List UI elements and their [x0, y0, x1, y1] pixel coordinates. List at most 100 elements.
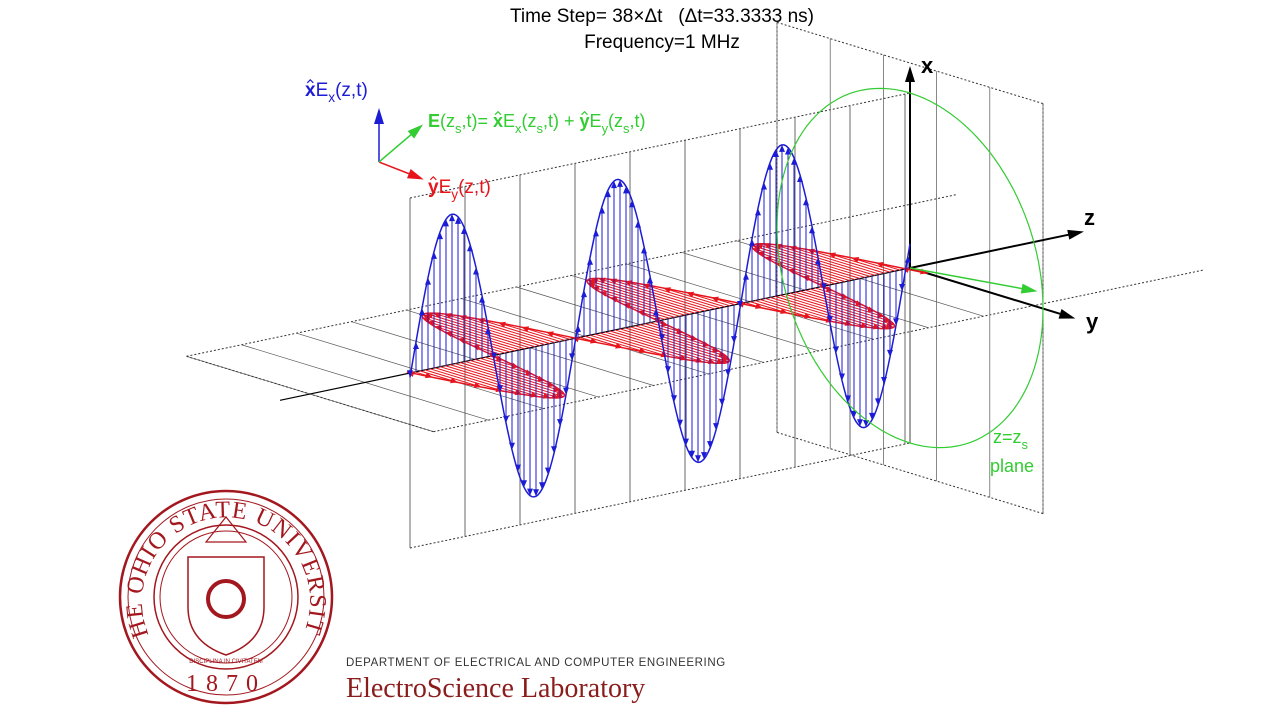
vector-head — [695, 455, 701, 463]
ey-wave-vector — [597, 277, 706, 312]
vector-head — [623, 186, 629, 194]
label-part: (z — [440, 111, 455, 131]
title-line-1: Time Step= 38×Δt (Δt=33.3333 ns) — [510, 6, 814, 27]
vector-head — [455, 216, 461, 224]
vector-head — [773, 150, 779, 158]
ey-wave-vector — [604, 331, 704, 363]
ey-wave-vector — [424, 369, 482, 388]
label-part: (z,t) — [335, 80, 368, 101]
vector-head — [521, 480, 527, 488]
label-part: y — [602, 121, 609, 136]
ey-wave-vector — [779, 294, 890, 330]
ey-wave-vector — [425, 312, 536, 348]
ey-wave-vector — [477, 318, 556, 344]
ey-wave-vector — [759, 299, 834, 323]
vector-head — [863, 419, 869, 427]
label-part: ,t) + — [543, 111, 580, 131]
polarization-circle — [776, 87, 1044, 449]
ey-wave-vector — [774, 244, 876, 276]
label-part: s — [455, 121, 462, 136]
ey-wave-vector — [444, 313, 546, 346]
ey-wave-vector — [784, 293, 894, 328]
vector-head — [527, 488, 533, 496]
label-part: x — [305, 80, 316, 101]
ex-wave-curve — [409, 144, 911, 498]
label-part: E — [590, 111, 602, 131]
vector-head — [617, 179, 623, 187]
ey-wave-vector — [764, 256, 846, 283]
ey-wave-vector — [828, 252, 891, 273]
plane-edge — [409, 92, 911, 199]
label: z=zs — [993, 427, 1029, 452]
ey-wave-vector — [429, 368, 504, 392]
ey-wave-vector — [642, 283, 721, 309]
ey-wave-vector — [521, 326, 566, 341]
ey-wave-vector — [426, 321, 521, 351]
label-part: (z,t) — [458, 177, 491, 198]
label-part: (z — [608, 111, 623, 131]
ey-wave-vector — [634, 325, 720, 353]
ey-wave-vector — [624, 327, 730, 361]
label-part: E — [503, 111, 515, 131]
ey-wave-vector — [663, 287, 726, 308]
axis-label: z — [1084, 205, 1095, 230]
label: E(zs,t)= xEx(zs,t) + yEy(zs,t) — [428, 111, 646, 136]
ey-wave-vector — [614, 329, 725, 364]
vector-head — [587, 279, 595, 286]
vector-head — [689, 450, 695, 458]
label-part: s — [623, 121, 630, 136]
title-line-2: Frequency=1 MHz — [584, 32, 740, 53]
legend-y-arrow-head — [407, 168, 424, 180]
hat — [581, 110, 588, 116]
total-field-vector-head — [1020, 283, 1038, 294]
ey-wave-vector — [624, 280, 716, 310]
label-part: E — [316, 80, 329, 101]
ey-wave-vector — [449, 364, 560, 399]
ey-wave-vector — [787, 268, 836, 285]
ey-wave-vector — [755, 243, 866, 278]
seal-shield — [187, 556, 265, 656]
legend-e-arrow-head — [407, 124, 424, 139]
y-axis-head — [1058, 309, 1076, 319]
label-part: s — [537, 121, 544, 136]
label-part: x — [515, 121, 522, 136]
label: xEx(z,t) — [305, 80, 368, 105]
ey-wave-vector — [622, 303, 671, 319]
z-axis — [909, 231, 1081, 269]
ey-wave-vector — [457, 338, 506, 354]
ey-wave-vector — [599, 291, 681, 317]
vector-head — [449, 214, 455, 222]
ey-wave-vector — [807, 249, 886, 274]
ey-wave-vector — [474, 358, 546, 382]
ey-wave-vector — [762, 243, 871, 277]
seal-ring — [159, 530, 293, 664]
ey-wave-vector — [587, 282, 691, 315]
vector-head — [869, 412, 875, 420]
legend-x-arrow-head — [374, 108, 384, 124]
ey-wave-vector — [498, 322, 561, 342]
vector-head — [611, 181, 617, 189]
lab-name: ElectroScience Laboratory — [346, 673, 645, 704]
seal-ring — [118, 489, 334, 705]
label-part: y — [580, 111, 590, 131]
label-part: (z — [522, 111, 537, 131]
hat — [494, 110, 502, 116]
ey-wave-vector — [756, 251, 851, 282]
ey-wave-vector — [590, 278, 701, 313]
axis-label: x — [921, 53, 934, 78]
x-axis-head — [905, 66, 915, 82]
vector-head — [785, 147, 791, 155]
ey-wave-vector — [609, 297, 676, 318]
ey-wave-vector — [764, 297, 853, 326]
ey-wave-vector — [434, 325, 516, 352]
label-part: E — [428, 111, 440, 131]
vector-head — [533, 489, 539, 497]
hat — [429, 176, 437, 181]
ey-wave-vector — [587, 279, 696, 314]
ey-wave-vector — [454, 363, 564, 398]
ey-wave-vector — [439, 366, 539, 398]
seal-ring — [127, 498, 325, 696]
